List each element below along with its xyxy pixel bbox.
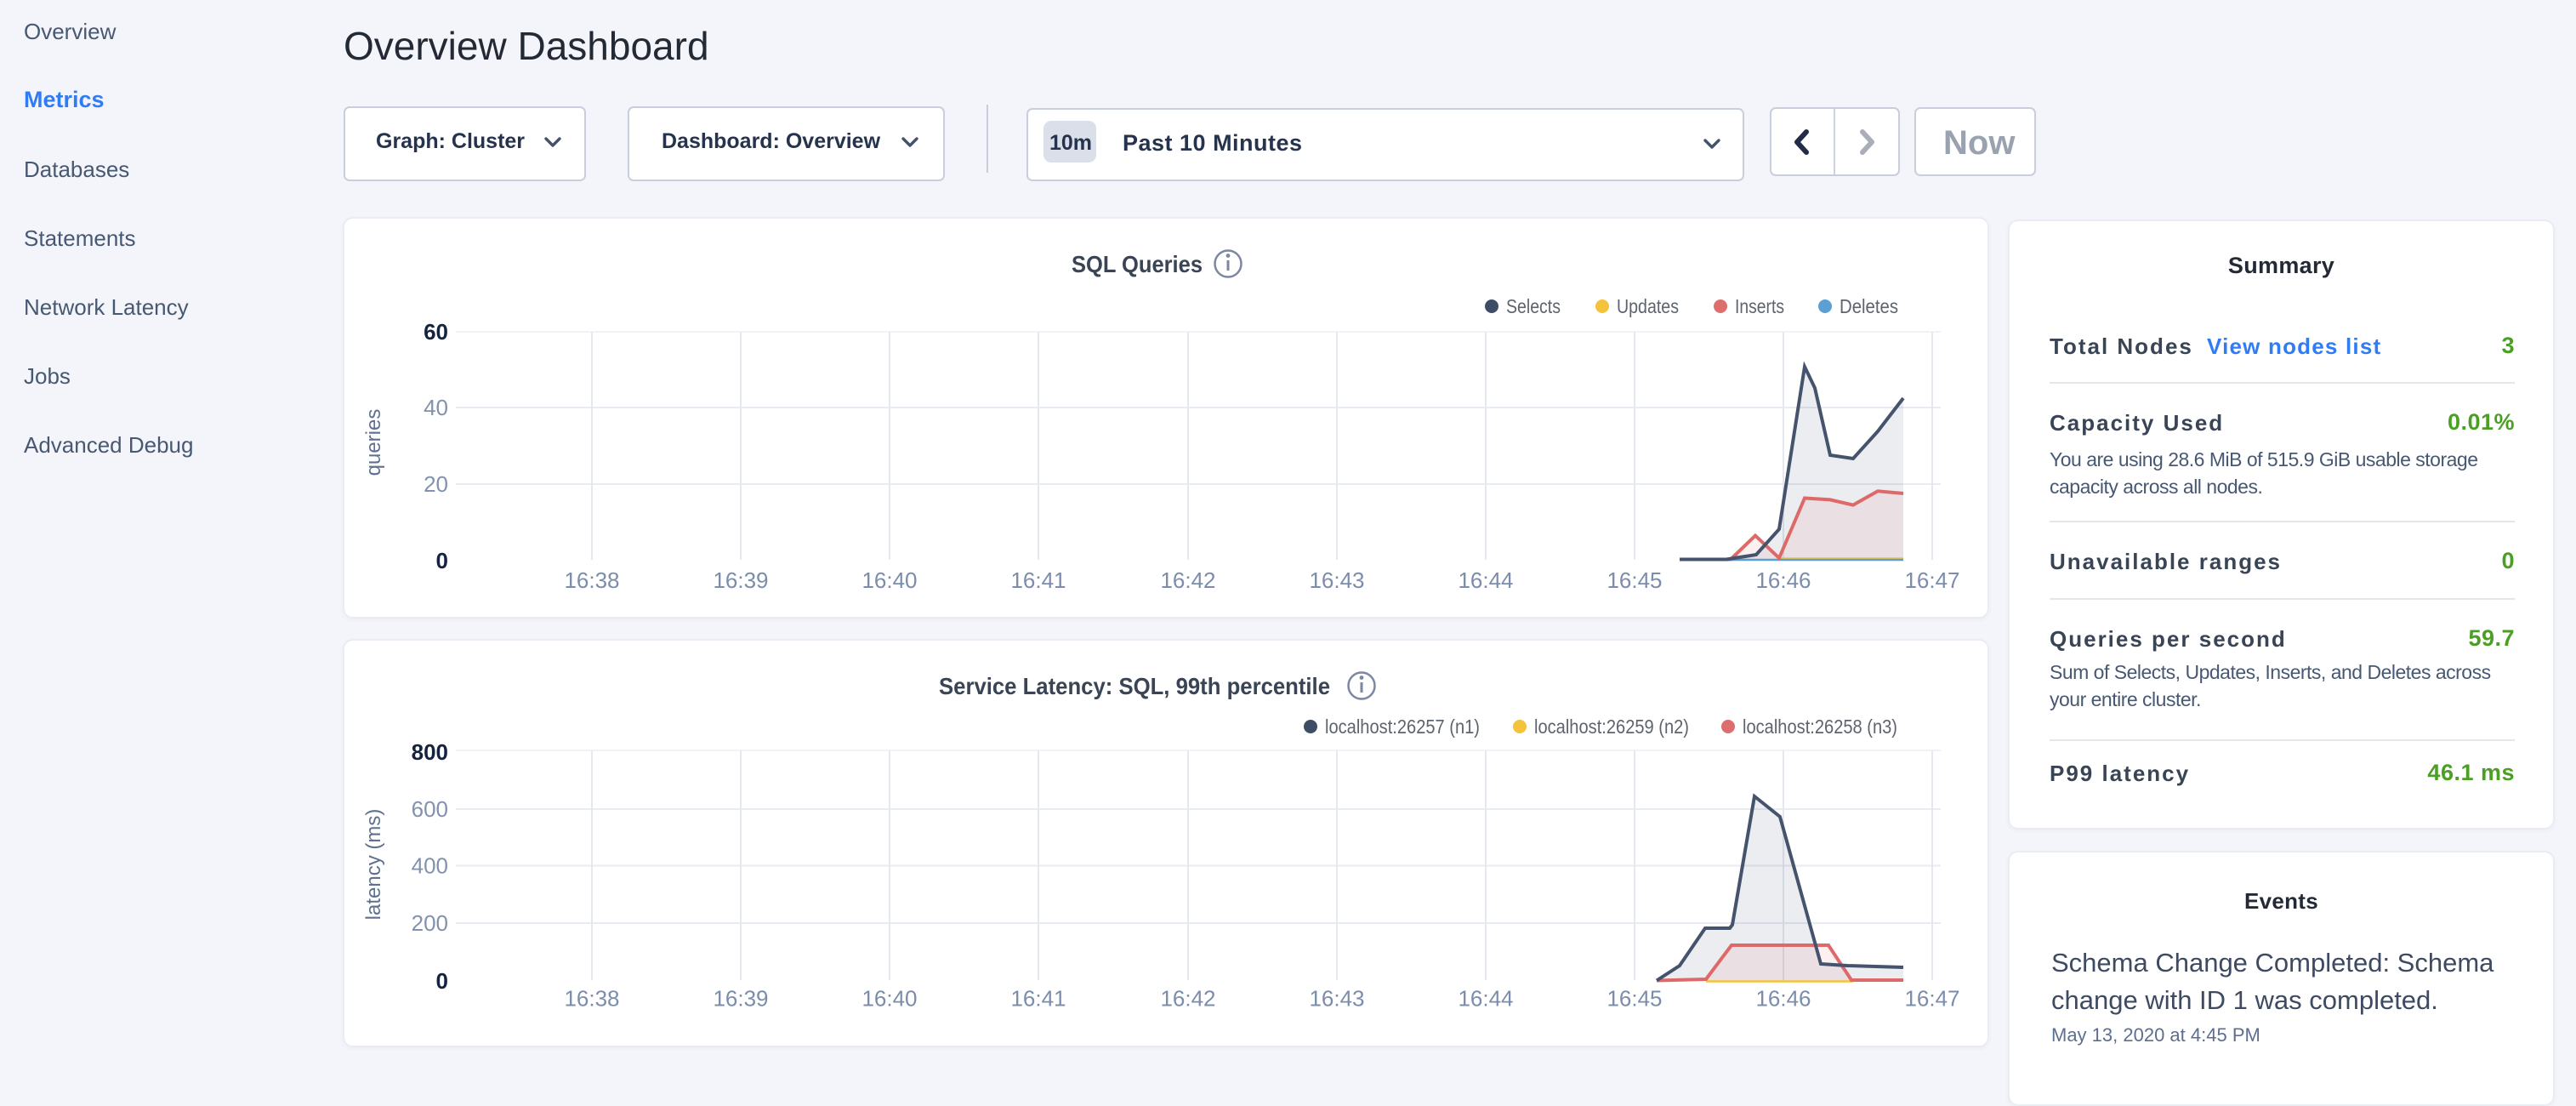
svg-text:16:40: 16:40 <box>862 986 917 1012</box>
svg-text:16:38: 16:38 <box>564 567 619 593</box>
svg-text:16:42: 16:42 <box>1160 986 1215 1012</box>
svg-text:16:47: 16:47 <box>1904 986 1959 1012</box>
svg-text:20: 20 <box>424 471 448 497</box>
svg-text:Service Latency: SQL, 99th per: Service Latency: SQL, 99th percentile <box>939 673 1330 699</box>
svg-text:0: 0 <box>436 968 448 994</box>
svg-text:16:42: 16:42 <box>1160 567 1215 593</box>
svg-text:16:44: 16:44 <box>1458 986 1513 1012</box>
svg-text:16:46: 16:46 <box>1755 567 1811 593</box>
svg-text:16:38: 16:38 <box>564 986 619 1012</box>
svg-text:600: 600 <box>412 796 448 822</box>
svg-text:16:41: 16:41 <box>1010 567 1066 593</box>
svg-text:16:39: 16:39 <box>713 567 768 593</box>
svg-text:Selects: Selects <box>1506 295 1561 317</box>
svg-text:Updates: Updates <box>1617 295 1679 317</box>
svg-text:localhost:26259 (n2): localhost:26259 (n2) <box>1534 715 1689 738</box>
svg-text:SQL Queries: SQL Queries <box>1072 251 1203 277</box>
svg-text:40: 40 <box>424 395 448 420</box>
svg-text:16:45: 16:45 <box>1606 567 1662 593</box>
svg-text:latency (ms): latency (ms) <box>362 809 385 921</box>
svg-text:16:39: 16:39 <box>713 986 768 1012</box>
svg-text:localhost:26257 (n1): localhost:26257 (n1) <box>1325 715 1480 738</box>
svg-text:Inserts: Inserts <box>1735 295 1784 317</box>
svg-text:0: 0 <box>436 548 448 573</box>
svg-text:16:44: 16:44 <box>1458 567 1513 593</box>
svg-text:queries: queries <box>362 409 385 476</box>
svg-text:16:45: 16:45 <box>1606 986 1662 1012</box>
svg-text:Deletes: Deletes <box>1840 295 1898 317</box>
svg-text:16:40: 16:40 <box>862 567 917 593</box>
svg-text:16:47: 16:47 <box>1904 567 1959 593</box>
svg-text:400: 400 <box>412 853 448 879</box>
svg-text:60: 60 <box>424 319 448 345</box>
svg-text:16:43: 16:43 <box>1309 567 1364 593</box>
svg-text:16:43: 16:43 <box>1309 986 1364 1012</box>
svg-text:16:41: 16:41 <box>1010 986 1066 1012</box>
svg-text:localhost:26258 (n3): localhost:26258 (n3) <box>1743 715 1897 738</box>
svg-text:200: 200 <box>412 910 448 936</box>
svg-text:16:46: 16:46 <box>1755 986 1811 1012</box>
svg-text:800: 800 <box>412 739 448 765</box>
